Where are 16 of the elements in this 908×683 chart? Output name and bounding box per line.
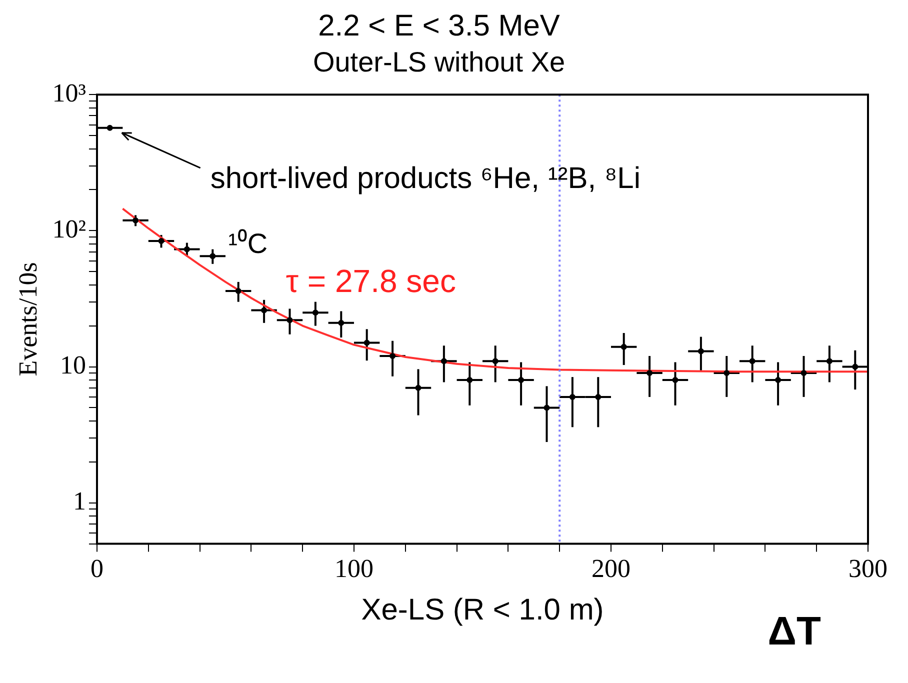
- text: ΔT: [768, 610, 821, 654]
- x-axis-title: Xe-LS (R < 1.0 m): [361, 593, 604, 626]
- y-tick-label: 10: [60, 350, 86, 380]
- x-tick-label: 300: [848, 554, 888, 584]
- y-tick-label: 1: [72, 486, 86, 516]
- chart-subtitle: Outer-LS without Xe: [312, 46, 566, 78]
- x-tick-label: 200: [592, 554, 630, 584]
- y-tick-label: 10²: [52, 214, 86, 244]
- annotation: ¹⁰C: [228, 228, 268, 259]
- y-tick-label: 10³: [52, 78, 86, 108]
- x-tick-label: 100: [334, 554, 374, 584]
- x-tick-label: 0: [90, 554, 104, 584]
- annotation: τ = 27.8 sec: [286, 263, 456, 300]
- annotation: short-lived products ⁶He, ¹²B, ⁸Li: [210, 162, 640, 196]
- y-axis-title: Events/10s: [13, 262, 42, 376]
- chart-title: 2.2 < E < 3.5 MeV: [318, 9, 560, 42]
